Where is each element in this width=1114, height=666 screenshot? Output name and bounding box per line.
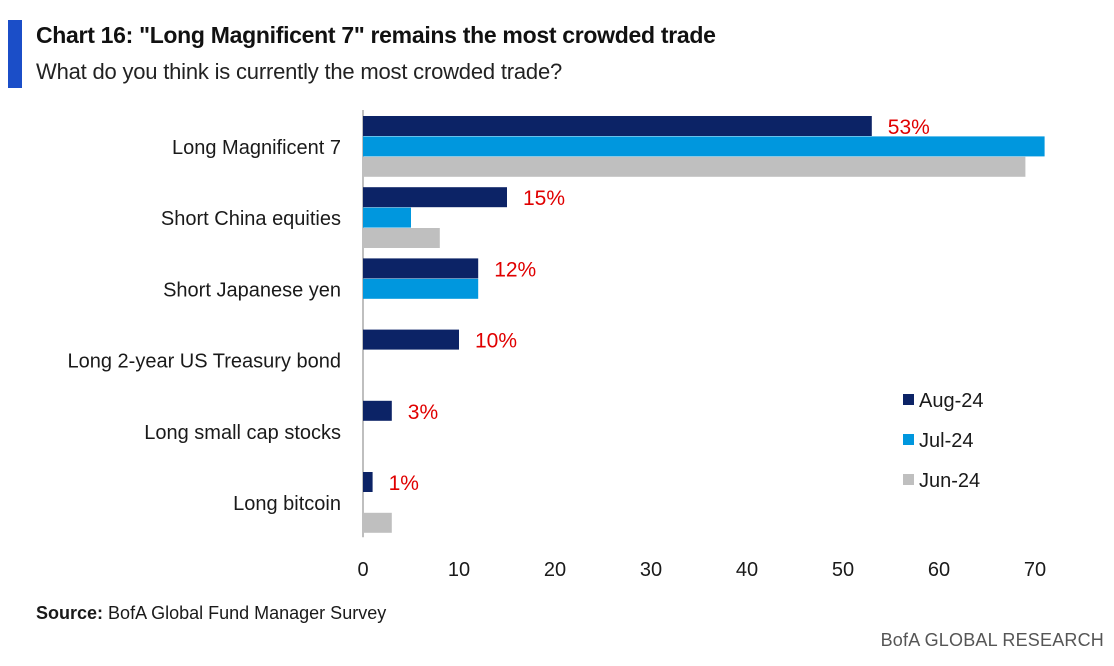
bar-jul-24-2 (363, 207, 411, 228)
data-label: 15% (523, 187, 565, 210)
legend-label: Jun-24 (919, 470, 980, 492)
data-label: 12% (494, 258, 536, 281)
data-label: 1% (389, 472, 419, 495)
legend-swatch-jun-24 (903, 474, 914, 485)
x-tick-label: 70 (1024, 559, 1046, 581)
x-tick-label: 50 (832, 559, 854, 581)
legend-label: Aug-24 (919, 390, 984, 412)
source-label: Source: (36, 603, 104, 623)
source-text: BofA Global Fund Manager Survey (108, 603, 387, 623)
bar-aug-24-5 (363, 400, 392, 421)
chart-subtitle: What do you think is currently the most … (36, 59, 563, 84)
bar-jun-24-1 (363, 156, 1026, 177)
x-tick-label: 0 (357, 559, 368, 581)
bar-aug-24-1 (363, 116, 872, 136)
chart-title: Chart 16: "Long Magnificent 7" remains t… (36, 22, 716, 48)
data-label: 3% (408, 401, 438, 424)
category-label: Long Magnificent 7 (172, 137, 341, 159)
bar-jun-24-6 (363, 512, 392, 533)
legend-swatch-jul-24 (903, 434, 914, 445)
data-label: 10% (475, 330, 517, 353)
brand-footer: BofA GLOBAL RESEARCH (880, 630, 1104, 650)
x-tick-label: 40 (736, 559, 758, 581)
legend-label: Jul-24 (919, 430, 973, 452)
bar-jul-24-1 (363, 136, 1045, 157)
category-label: Long small cap stocks (144, 422, 341, 444)
title-accent-bar (8, 20, 22, 88)
x-tick-label: 20 (544, 559, 566, 581)
legend-swatch-aug-24 (903, 394, 914, 405)
category-label: Long 2-year US Treasury bond (68, 351, 342, 373)
bar-aug-24-4 (363, 329, 459, 350)
x-tick-label: 60 (928, 559, 950, 581)
bar-jul-24-3 (363, 278, 479, 299)
bar-aug-24-6 (363, 472, 373, 492)
bar-jun-24-2 (363, 228, 440, 248)
bar-aug-24-3 (363, 258, 479, 279)
bar-aug-24-2 (363, 187, 507, 208)
x-tick-label: 10 (448, 559, 470, 581)
category-label: Short China equities (161, 208, 341, 230)
category-label: Short Japanese yen (163, 279, 341, 301)
source-note: Source: BofA Global Fund Manager Survey (36, 603, 386, 624)
data-label: 53% (888, 116, 930, 139)
bar-chart: Long Magnificent 7 53% Short China equitie… (68, 110, 1046, 581)
x-tick-label: 30 (640, 559, 662, 581)
category-label: Long bitcoin (233, 493, 341, 515)
